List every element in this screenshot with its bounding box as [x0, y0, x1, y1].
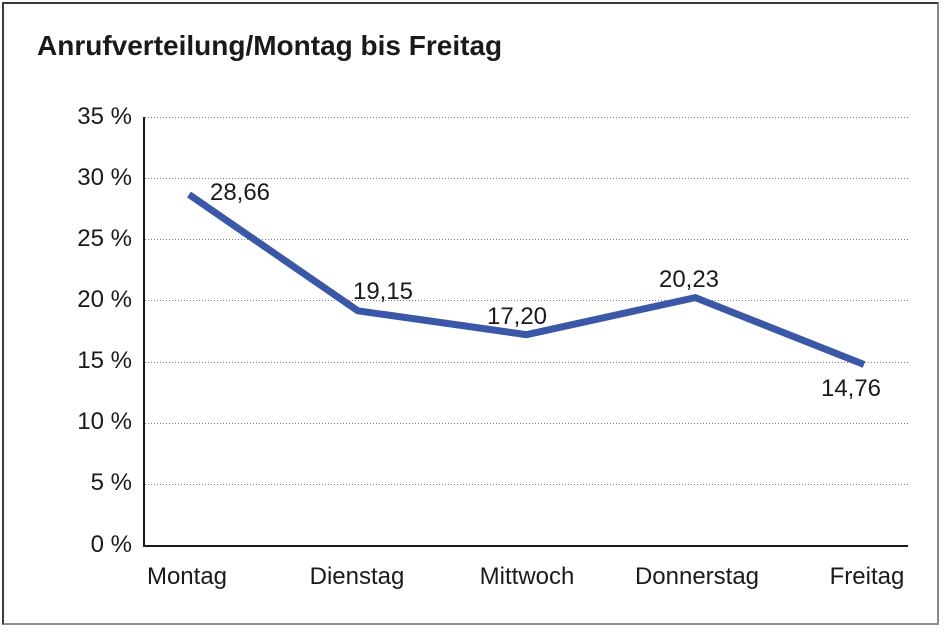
gridline-5	[145, 484, 908, 485]
y-tick-label: 20 %	[77, 286, 132, 313]
x-category-label-montag: Montag	[146, 563, 228, 590]
y-tick-label: 30 %	[77, 164, 132, 191]
gridline-30	[145, 178, 908, 179]
series-line	[187, 191, 866, 368]
x-category-label-mittwoch: Mittwoch	[479, 563, 575, 590]
y-tick-label: 25 %	[77, 225, 132, 252]
gridline-25	[145, 239, 908, 240]
y-tick-label: 35 %	[77, 103, 132, 130]
data-point-label-dienstag: 19,15	[352, 278, 414, 305]
y-tick-label: 10 %	[77, 408, 132, 435]
y-tick-label: 15 %	[77, 347, 132, 374]
x-category-label-donnerstag: Donnerstag	[634, 563, 760, 590]
chart-title: Anrufverteilung/Montag bis Freitag	[37, 30, 503, 61]
gridline-15	[145, 362, 908, 363]
y-tick-label: 0 %	[90, 531, 132, 558]
data-point-label-donnerstag: 20,23	[658, 266, 720, 293]
data-point-label-freitag: 14,76	[820, 375, 882, 402]
data-point-label-montag: 28,66	[209, 179, 271, 206]
gridline-35	[145, 117, 908, 118]
data-point-label-mittwoch: 17,20	[486, 303, 548, 330]
x-category-label-freitag: Freitag	[829, 563, 905, 590]
y-tick-label: 5 %	[90, 469, 132, 496]
x-category-label-dienstag: Dienstag	[309, 563, 405, 590]
screenshot-border-frame	[2, 2, 939, 625]
gridline-10	[145, 423, 908, 424]
plot-area	[143, 117, 908, 547]
gridline-20	[145, 300, 908, 301]
